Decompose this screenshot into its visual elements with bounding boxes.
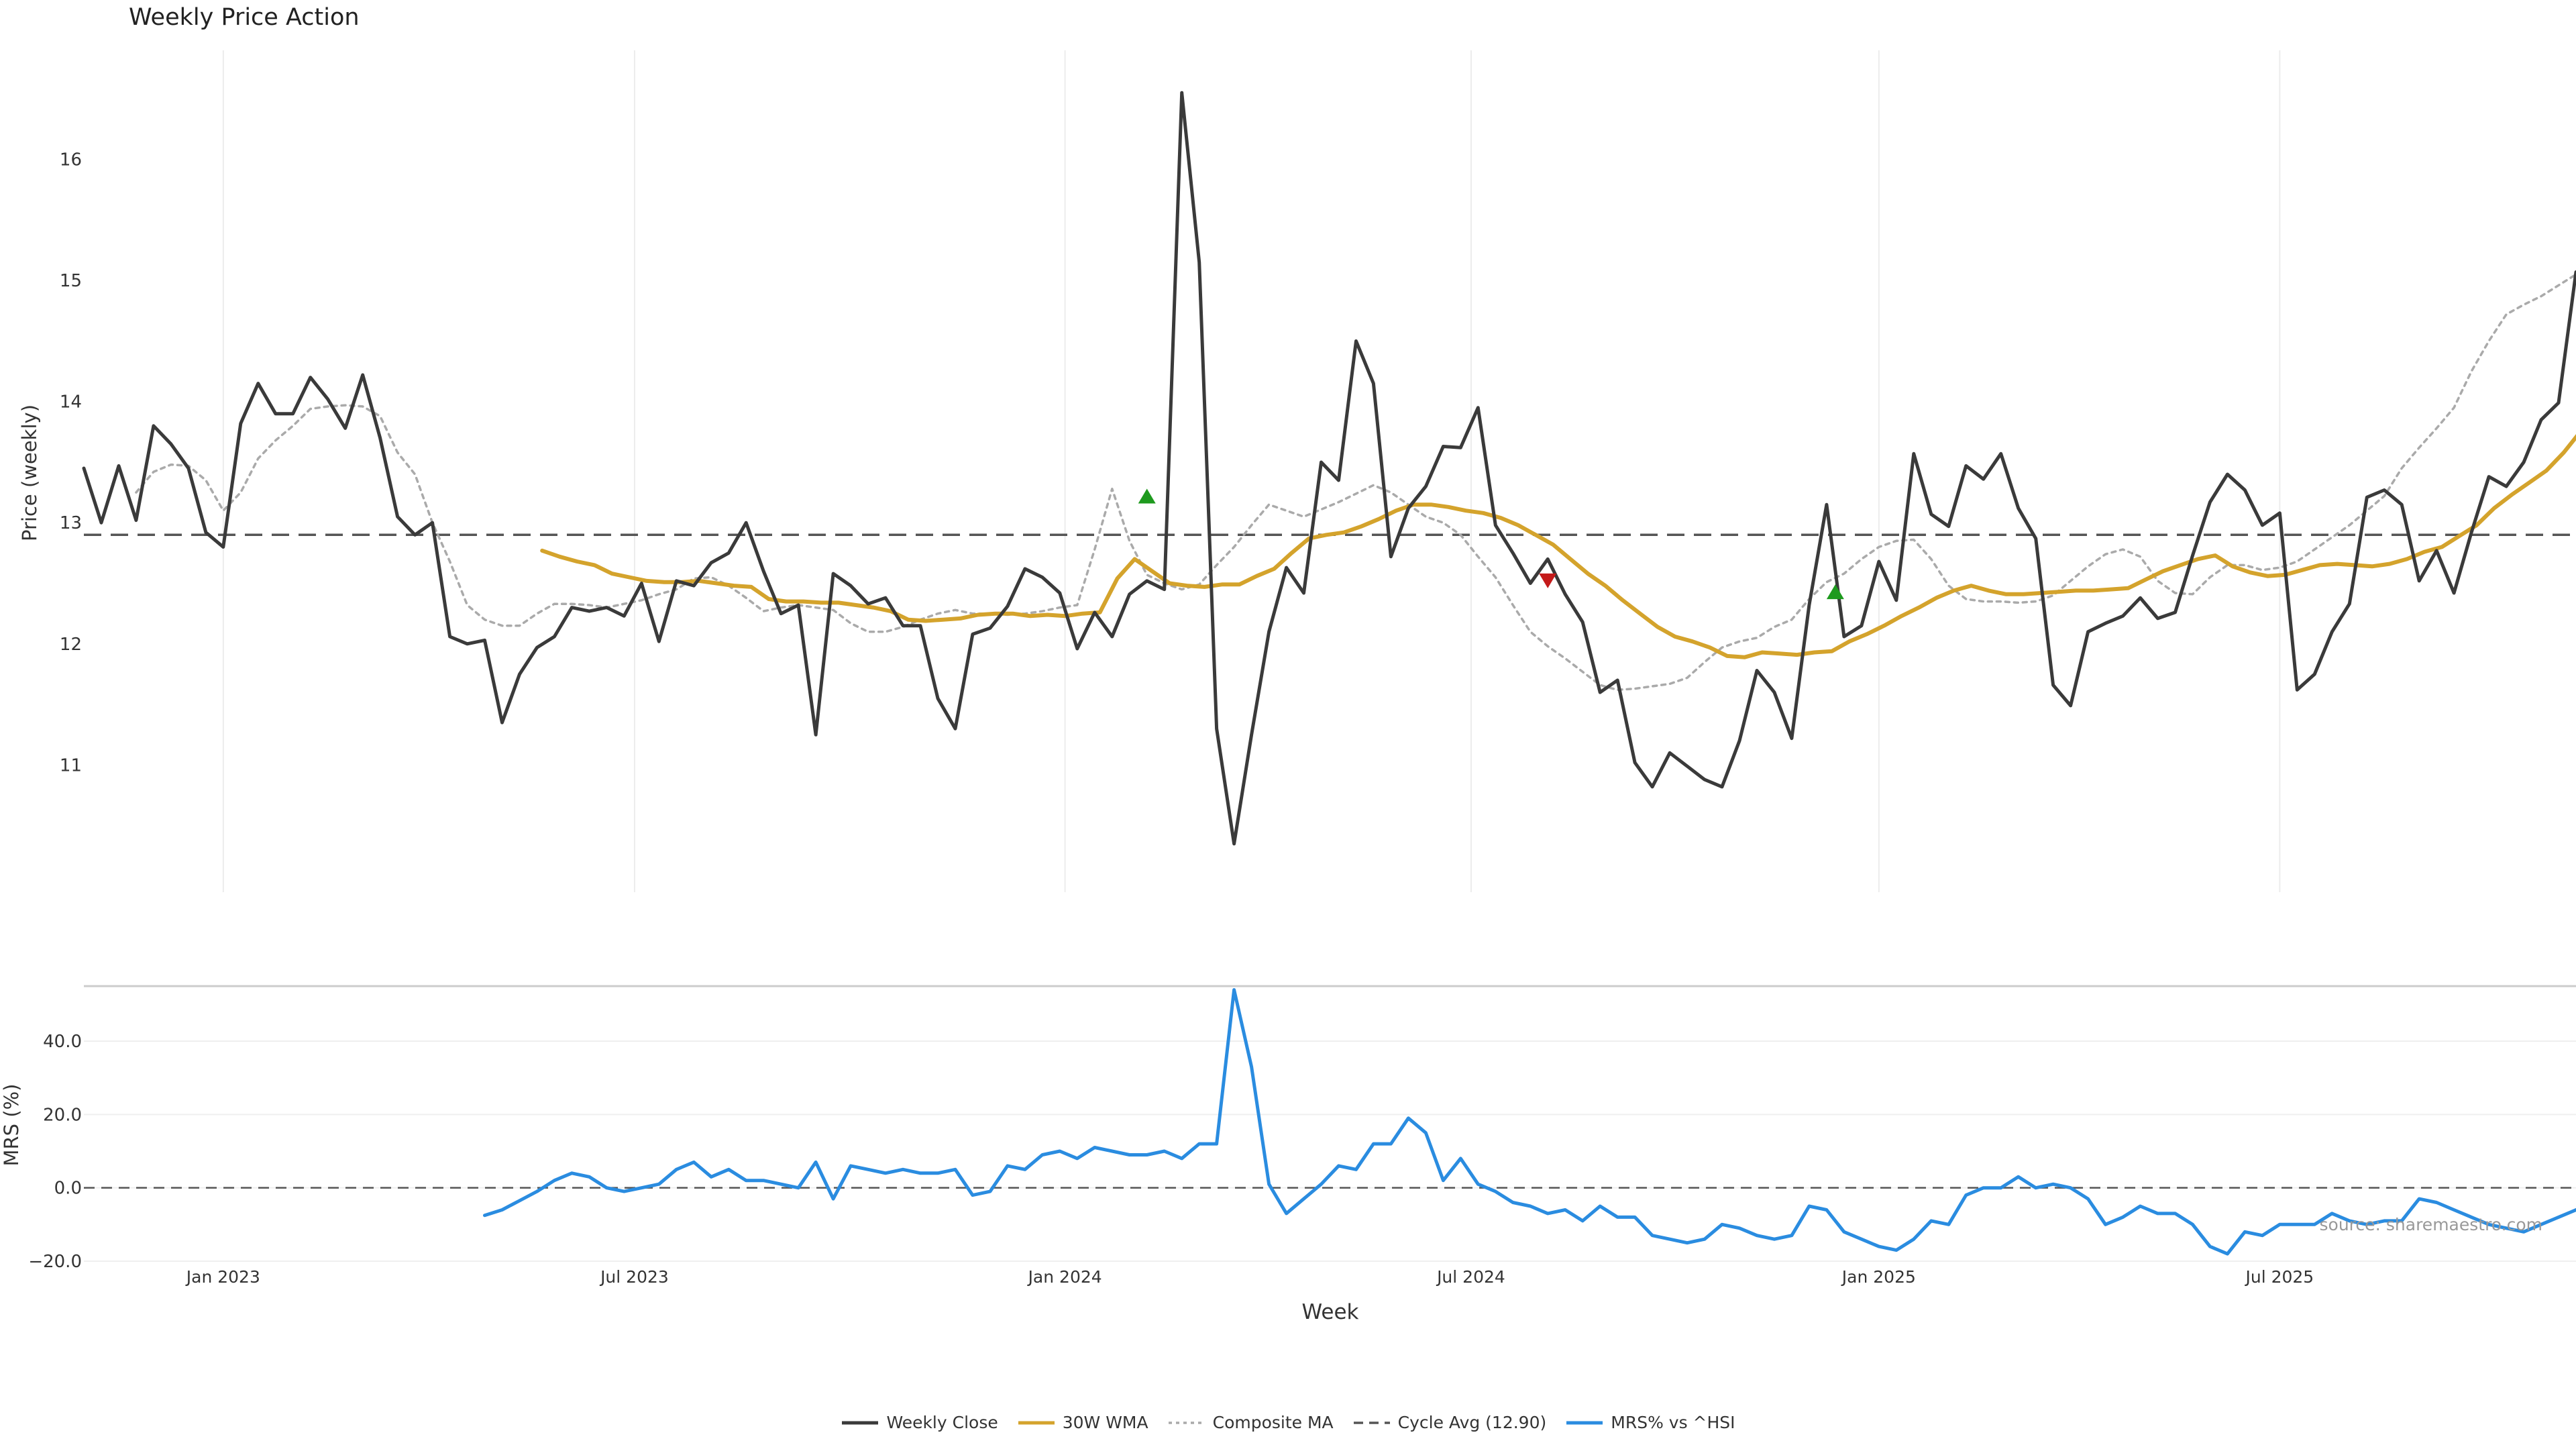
price-gridlines bbox=[222, 50, 2281, 892]
legend-label: MRS% vs ^HSI bbox=[1611, 1413, 1735, 1432]
chart-title: Weekly Price Action bbox=[129, 4, 360, 31]
price-panel: 11 12 13 14 15 16 Price (weekly) bbox=[18, 50, 2576, 892]
sell-signal-marker bbox=[1539, 573, 1557, 588]
price-y-tick-label: 12 bbox=[60, 635, 82, 655]
legend-swatch bbox=[1353, 1421, 1390, 1424]
mrs-y-tick-label: 20.0 bbox=[43, 1105, 82, 1125]
x-tick-label: Jan 2023 bbox=[185, 1267, 260, 1287]
price-y-ticks: 11 12 13 14 15 16 bbox=[60, 150, 82, 776]
mrs-panel: 40.0 20.0 0.0 −20.0 MRS (%) source: sharema… bbox=[0, 985, 2576, 1272]
price-y-tick-label: 16 bbox=[60, 150, 82, 170]
x-tick-label: Jul 2025 bbox=[2244, 1267, 2314, 1287]
mrs-gridlines bbox=[84, 1040, 2576, 1262]
legend-item-cycle-avg-12-90: Cycle Avg (12.90) bbox=[1352, 1413, 1547, 1432]
mrs-y-ticks: 40.0 20.0 0.0 −20.0 bbox=[28, 1032, 82, 1272]
price-y-tick-label: 15 bbox=[60, 271, 82, 291]
price-y-tick-label: 14 bbox=[60, 392, 82, 413]
mrs-y-tick-label: −20.0 bbox=[28, 1252, 82, 1272]
composite-ma-line bbox=[135, 273, 2576, 692]
mrs-y-axis-label: MRS (%) bbox=[0, 1084, 23, 1167]
mrs-y-tick-label: 40.0 bbox=[43, 1032, 82, 1052]
legend-swatch bbox=[1566, 1421, 1603, 1424]
legend-label: Composite MA bbox=[1212, 1413, 1334, 1432]
mrs-series bbox=[483, 988, 2576, 1256]
weekly-close-line bbox=[82, 91, 2576, 846]
legend-label: Weekly Close bbox=[886, 1413, 998, 1432]
legend-item-30w-wma: 30W WMA bbox=[1017, 1413, 1148, 1432]
buy-signal-marker bbox=[1138, 488, 1156, 504]
legend-item-mrs-vs-hsi: MRS% vs ^HSI bbox=[1565, 1413, 1735, 1432]
x-tick-label: Jan 2024 bbox=[1027, 1267, 1102, 1287]
source-label: source: sharemaestro.com bbox=[2320, 1215, 2543, 1234]
mrs-y-tick-label: 0.0 bbox=[54, 1179, 82, 1199]
30w-wma-line bbox=[540, 433, 2576, 659]
legend-swatch bbox=[842, 1421, 879, 1424]
legend-item-weekly-close: Weekly Close bbox=[841, 1413, 998, 1432]
legend-swatch bbox=[1018, 1421, 1055, 1424]
price-series bbox=[82, 91, 2576, 846]
legend-label: Cycle Avg (12.90) bbox=[1397, 1413, 1547, 1432]
legend-label: 30W WMA bbox=[1062, 1413, 1148, 1432]
price-y-tick-label: 13 bbox=[60, 513, 82, 533]
x-tick-label: Jul 2024 bbox=[1436, 1267, 1505, 1287]
legend-item-composite-ma: Composite MA bbox=[1167, 1413, 1334, 1432]
price-y-axis-label: Price (weekly) bbox=[18, 405, 41, 541]
price-y-tick-label: 11 bbox=[60, 755, 82, 775]
x-tick-label: Jan 2025 bbox=[1841, 1267, 1916, 1287]
x-tick-label: Jul 2023 bbox=[599, 1267, 669, 1287]
buy-signal-marker bbox=[1826, 584, 1844, 600]
mrs-vs-hsi-line bbox=[483, 988, 2576, 1256]
x-ticks: Jan 2023 Jul 2023 Jan 2024 Jul 2024 Jan 2025… bbox=[185, 1267, 2314, 1287]
trade-signals bbox=[1138, 488, 1844, 600]
legend-swatch bbox=[1168, 1421, 1205, 1424]
legend: Weekly Close 30W WMA Composite MA Cycle Avg… bbox=[0, 1413, 2576, 1432]
x-axis-label: Week bbox=[1302, 1300, 1359, 1324]
